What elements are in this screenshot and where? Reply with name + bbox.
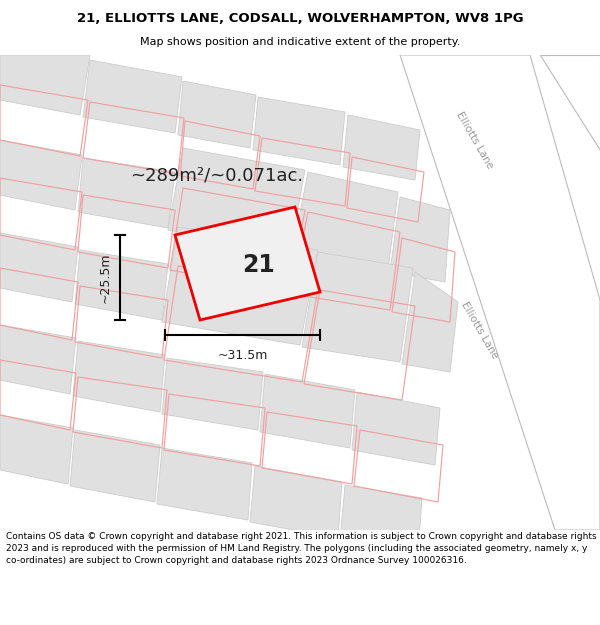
Polygon shape [73,341,165,412]
Polygon shape [250,466,342,538]
Polygon shape [0,55,90,115]
Polygon shape [162,227,318,345]
Polygon shape [70,430,160,502]
Polygon shape [400,55,600,530]
Polygon shape [540,55,600,150]
Polygon shape [157,448,252,520]
Polygon shape [0,325,76,394]
Polygon shape [75,250,168,320]
Text: Elliotts Lane: Elliotts Lane [460,300,500,360]
Polygon shape [302,252,413,362]
Text: 21: 21 [242,253,274,277]
Text: ~31.5m: ~31.5m [217,349,268,362]
Polygon shape [390,197,450,282]
Text: 21, ELLIOTTS LANE, CODSALL, WOLVERHAMPTON, WV8 1PG: 21, ELLIOTTS LANE, CODSALL, WOLVERHAMPTO… [77,12,523,25]
Polygon shape [0,233,78,302]
Polygon shape [292,172,398,270]
Text: ~289m²/~0.071ac.: ~289m²/~0.071ac. [130,166,303,184]
Polygon shape [162,358,263,430]
Text: ~25.5m: ~25.5m [99,253,112,302]
Polygon shape [178,81,256,148]
Polygon shape [0,415,73,484]
Polygon shape [175,207,320,320]
Text: Map shows position and indicative extent of the property.: Map shows position and indicative extent… [140,38,460,48]
Polygon shape [0,140,82,210]
Polygon shape [78,158,175,228]
Polygon shape [260,374,355,448]
Text: Elliotts Lane: Elliotts Lane [455,110,496,170]
Polygon shape [402,272,458,372]
Polygon shape [352,392,440,465]
Polygon shape [343,115,420,180]
Polygon shape [83,60,182,133]
Polygon shape [168,148,305,252]
Polygon shape [340,485,422,554]
Polygon shape [253,97,345,165]
Text: Contains OS data © Crown copyright and database right 2021. This information is : Contains OS data © Crown copyright and d… [6,532,596,565]
